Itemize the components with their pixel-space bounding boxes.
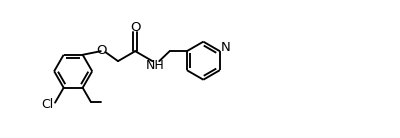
Text: O: O [130,21,140,34]
Text: O: O [96,44,106,57]
Text: NH: NH [145,59,164,72]
Text: Cl: Cl [42,98,54,111]
Text: N: N [220,42,230,55]
